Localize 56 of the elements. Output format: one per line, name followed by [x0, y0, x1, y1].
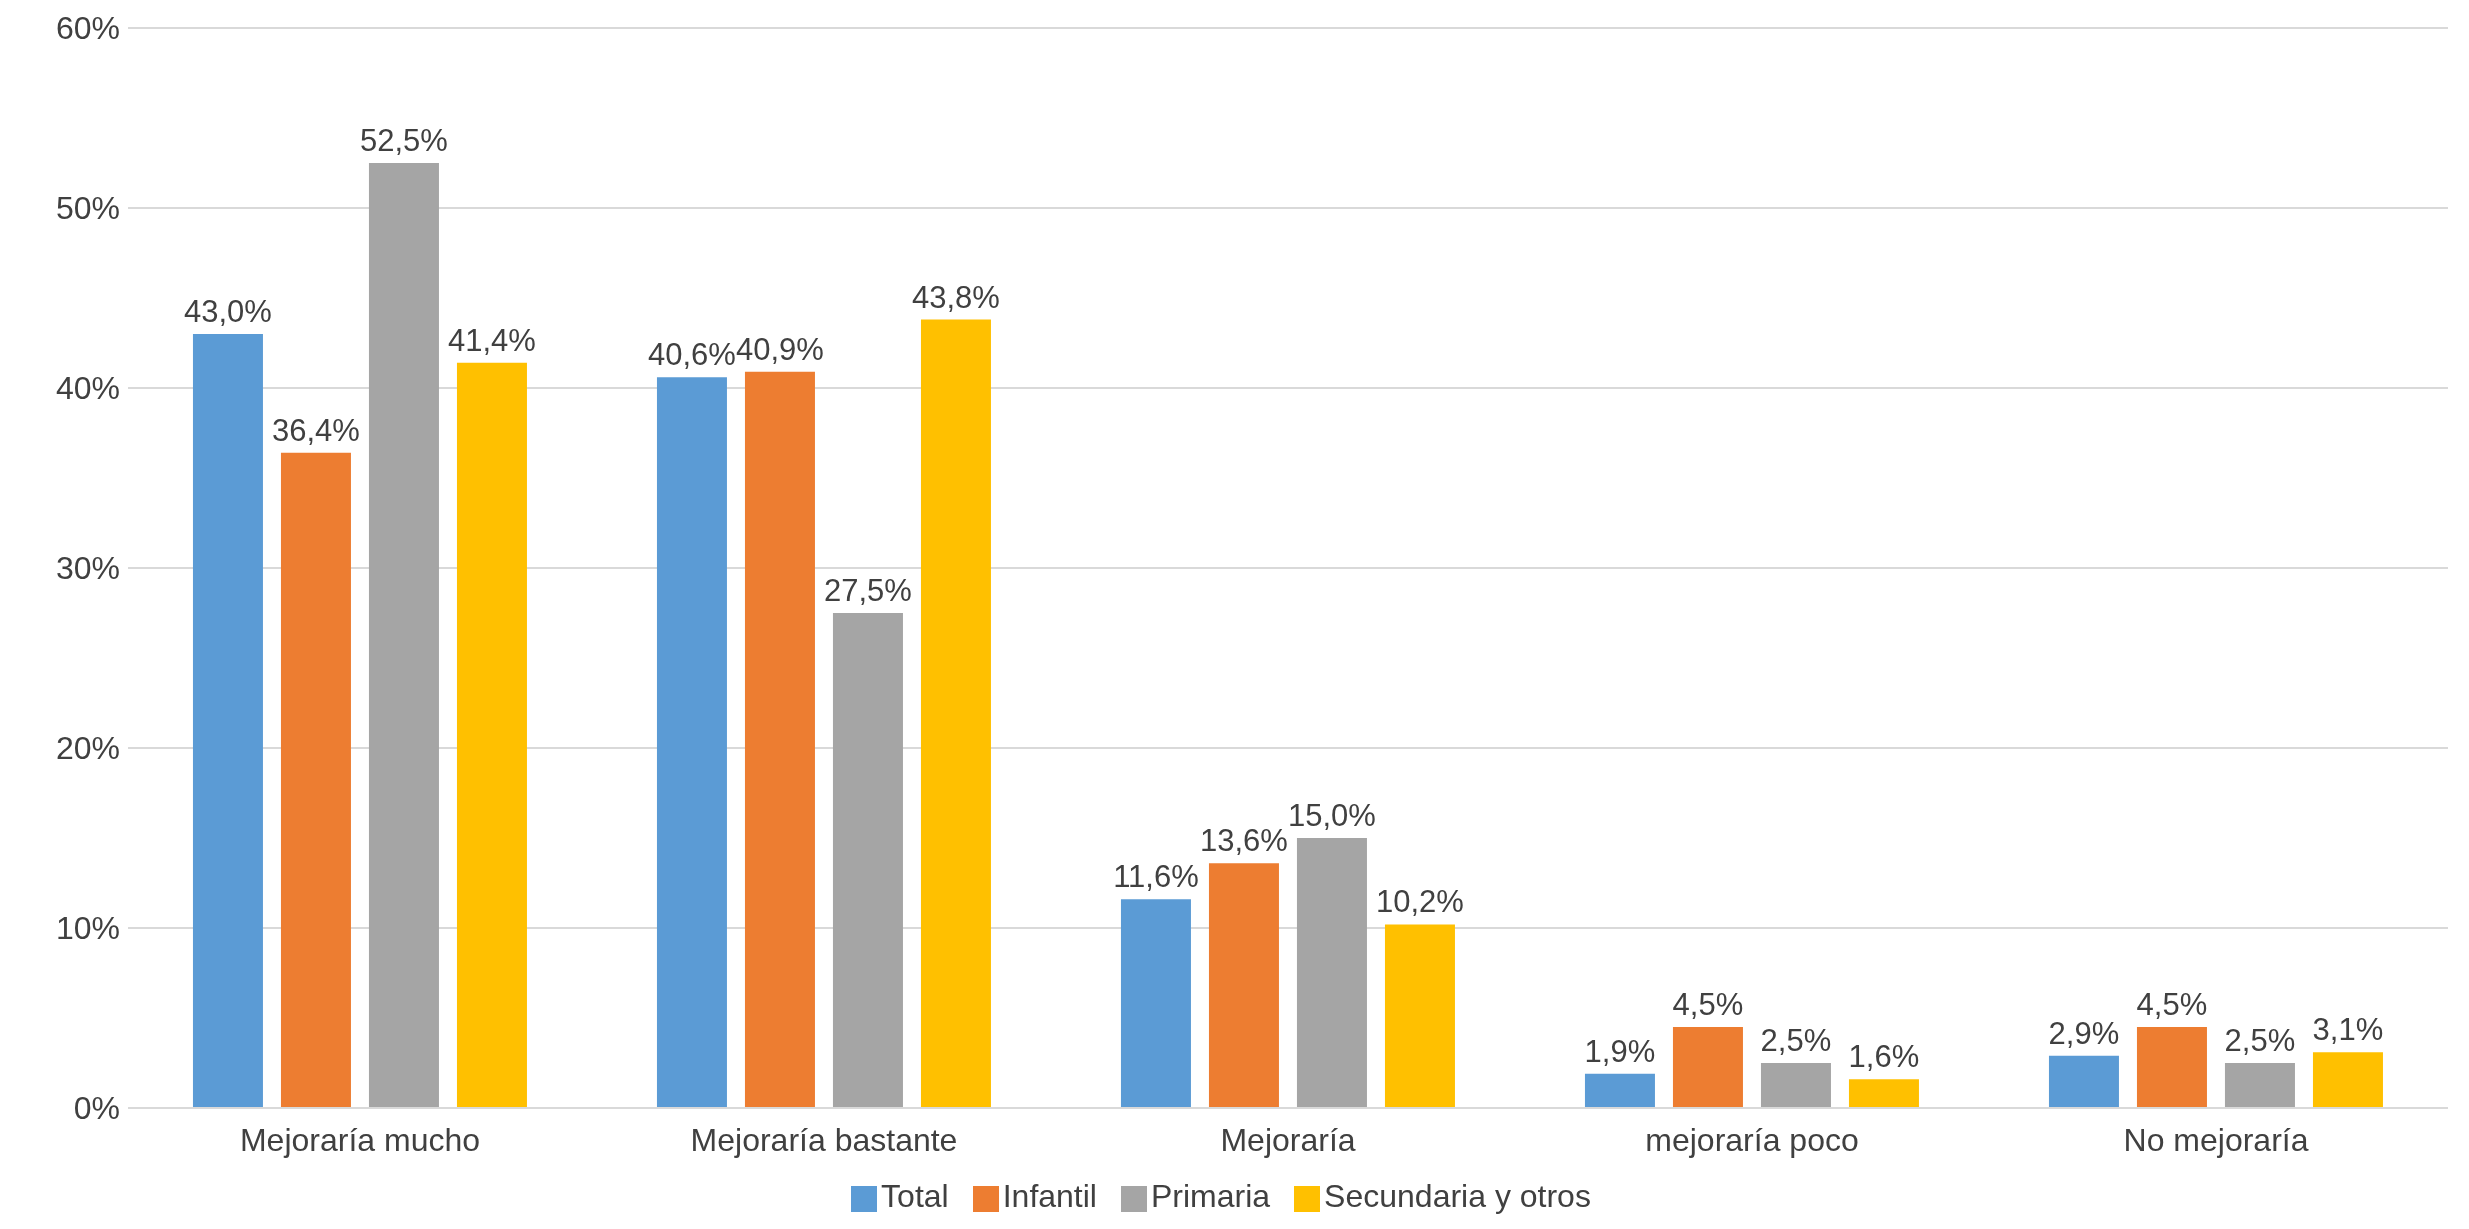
y-tick-label: 20% — [55, 730, 120, 767]
y-tick-label: 40% — [55, 370, 120, 407]
bar — [2048, 1055, 2119, 1108]
y-tick-label: 50% — [55, 190, 120, 227]
bar — [192, 334, 263, 1108]
legend-label: Infantil — [1002, 1178, 1097, 1214]
bar — [1208, 863, 1279, 1108]
data-label: 43,0% — [184, 294, 272, 329]
bar — [1760, 1063, 1831, 1108]
bar — [920, 319, 991, 1108]
data-label: 1,6% — [1848, 1039, 1920, 1075]
bar — [1848, 1079, 1919, 1108]
data-label: 4,5% — [1672, 987, 1744, 1022]
data-label: 10,2% — [1376, 884, 1464, 920]
bar — [2312, 1052, 2383, 1108]
bar — [1384, 924, 1455, 1108]
data-label: 11,6% — [1113, 859, 1199, 895]
data-label: 36,4% — [272, 412, 360, 448]
bar — [832, 613, 903, 1108]
y-tick-label: 30% — [55, 550, 120, 587]
bar — [656, 377, 727, 1108]
data-label: 4,5% — [2136, 987, 2208, 1022]
data-label: 43,8% — [912, 279, 1000, 315]
data-label: 15,0% — [1288, 798, 1376, 833]
bar — [1296, 838, 1367, 1108]
data-label: 40,9% — [736, 331, 824, 367]
x-tick-label: mejoraría poco — [1645, 1121, 1859, 1158]
x-tick-label: Mejoraría — [1220, 1121, 1356, 1158]
legend-label: Primaria — [1150, 1178, 1271, 1214]
data-label: 2,9% — [2048, 1015, 2120, 1051]
data-label: 27,5% — [824, 573, 912, 608]
data-label: 2,5% — [2224, 1023, 2296, 1058]
data-label: 52,5% — [360, 123, 448, 158]
legend-label: Total — [881, 1178, 949, 1214]
data-label: 1,9% — [1584, 1033, 1656, 1069]
y-tick-label: 60% — [55, 10, 120, 47]
bar — [280, 452, 351, 1108]
data-label: 41,4% — [448, 322, 536, 358]
y-tick-label: 0% — [73, 1090, 120, 1127]
legend-label: Secundaria y otros — [1324, 1178, 1591, 1214]
bar — [1120, 899, 1191, 1108]
bar — [1672, 1027, 1743, 1108]
data-label: 13,6% — [1200, 823, 1288, 859]
bar — [2224, 1063, 2295, 1108]
data-label: 2,5% — [1760, 1023, 1832, 1058]
bar — [456, 362, 527, 1108]
x-tick-label: No mejoraría — [2123, 1121, 2309, 1158]
bar — [744, 371, 815, 1108]
bar — [368, 163, 439, 1108]
y-tick-label: 10% — [55, 910, 120, 947]
bar — [2136, 1027, 2207, 1108]
x-tick-label: Mejoraría bastante — [690, 1121, 958, 1158]
data-label: 40,6% — [648, 337, 736, 373]
data-label: 3,1% — [2312, 1012, 2384, 1048]
x-tick-label: Mejoraría mucho — [239, 1121, 481, 1158]
bar — [1584, 1073, 1655, 1108]
